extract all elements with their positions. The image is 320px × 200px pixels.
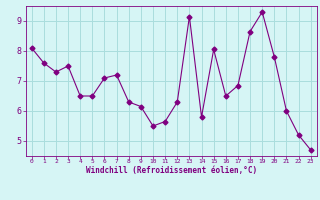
X-axis label: Windchill (Refroidissement éolien,°C): Windchill (Refroidissement éolien,°C) [86, 166, 257, 175]
